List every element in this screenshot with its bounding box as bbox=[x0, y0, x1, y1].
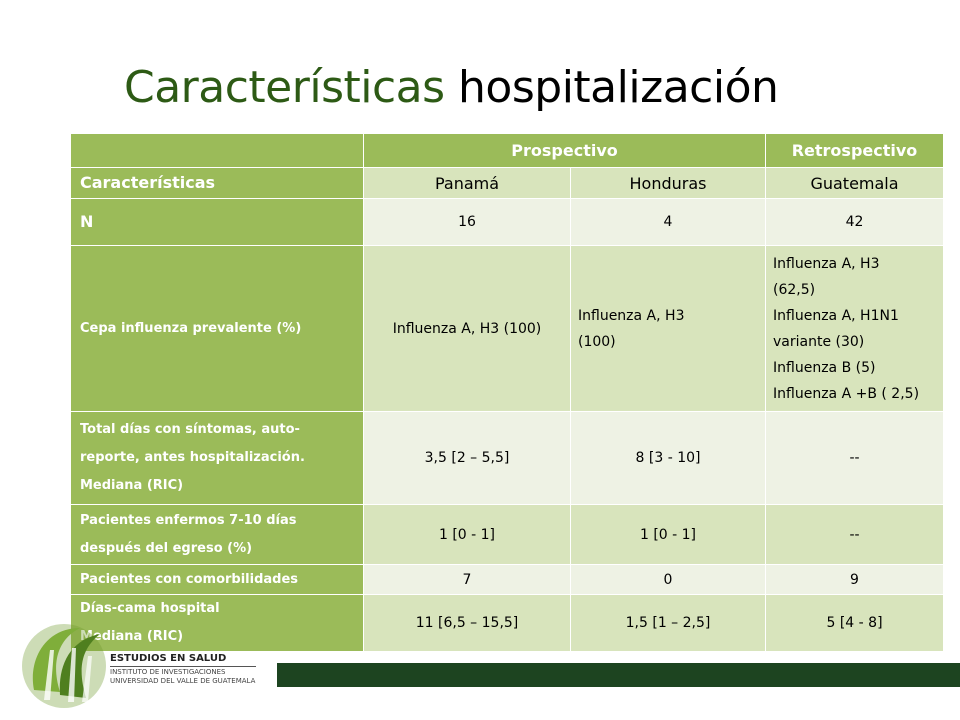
slide-title: Características hospitalización bbox=[124, 60, 779, 116]
cell-line: Influenza A +B ( 2,5) bbox=[773, 385, 920, 402]
cell-guatemala: -- bbox=[765, 504, 945, 565]
logo-subtitle: INSTITUTO DE INVESTIGACIONES UNIVERSIDAD… bbox=[110, 668, 255, 686]
cell-honduras: 1,5 [1 – 2,5] bbox=[569, 594, 767, 652]
group-header-row: Prospectivo Retrospectivo bbox=[70, 133, 945, 168]
institute-logo-icon bbox=[22, 624, 106, 708]
title-word-1: Características bbox=[124, 62, 445, 113]
row-label: Pacientes con comorbilidades bbox=[70, 564, 364, 595]
cell-panama: 7 bbox=[363, 564, 571, 595]
table-row: Cepa influenza prevalente (%) Influenza … bbox=[70, 245, 945, 412]
table-row: Total días con síntomas, auto- reporte, … bbox=[70, 411, 945, 505]
cell-guatemala: -- bbox=[765, 411, 945, 505]
label-line: Días-cama hospital bbox=[80, 601, 220, 616]
cell-honduras: 0 bbox=[569, 564, 767, 595]
header-retrospectivo: Retrospectivo bbox=[765, 133, 945, 168]
cell-line: (62,5) bbox=[773, 281, 816, 298]
footer-bar bbox=[277, 663, 960, 687]
label-line: después del egreso (%) bbox=[80, 540, 253, 556]
cell-line: (100) bbox=[578, 333, 616, 350]
hospitalization-table: Prospectivo Retrospectivo Característica… bbox=[70, 133, 945, 652]
cell-panama: 1 [0 - 1] bbox=[363, 504, 571, 565]
header-caracteristicas: Características bbox=[70, 167, 364, 199]
row-label: Total días con síntomas, auto- reporte, … bbox=[70, 411, 364, 505]
header-honduras: Honduras bbox=[569, 167, 767, 199]
table-row: Días-cama hospital Mediana (RIC) 11 [6,5… bbox=[70, 594, 945, 652]
cell-guatemala: 42 bbox=[765, 198, 945, 246]
label-line: Pacientes enfermos 7-10 días bbox=[80, 512, 297, 528]
cell-line: variante (30) bbox=[773, 333, 865, 350]
cell-honduras: Influenza A, H3 (100) bbox=[569, 245, 767, 412]
title-word-2: hospitalización bbox=[458, 62, 779, 113]
cell-line: Influenza A, H3 bbox=[773, 255, 880, 272]
cell-line: Influenza A, H3 bbox=[578, 307, 685, 324]
header-guatemala: Guatemala bbox=[765, 167, 945, 199]
cell-line: Influenza A, H1N1 bbox=[773, 307, 899, 324]
cell-panama: 3,5 [2 – 5,5] bbox=[363, 411, 571, 505]
cell-guatemala: 9 bbox=[765, 564, 945, 595]
logo-divider bbox=[110, 666, 256, 667]
row-label: Cepa influenza prevalente (%) bbox=[70, 245, 364, 412]
cell-honduras: 8 [3 - 10] bbox=[569, 411, 767, 505]
cell-guatemala: Influenza A, H3 (62,5) Influenza A, H1N1… bbox=[765, 245, 945, 412]
label-line: Mediana (RIC) bbox=[80, 629, 184, 644]
header-empty-cell bbox=[70, 133, 364, 168]
logo-name: ESTUDIOS EN SALUD bbox=[110, 653, 227, 664]
table-row: Pacientes enfermos 7-10 días después del… bbox=[70, 504, 945, 565]
cell-panama: Influenza A, H3 (100) bbox=[363, 245, 571, 412]
cell-guatemala: 5 [4 - 8] bbox=[765, 594, 945, 652]
logo-line-2: UNIVERSIDAD DEL VALLE DE GUATEMALA bbox=[110, 677, 256, 685]
row-label: Pacientes enfermos 7-10 días después del… bbox=[70, 504, 364, 565]
cell-panama: 11 [6,5 – 15,5] bbox=[363, 594, 571, 652]
table-row: Pacientes con comorbilidades 7 0 9 bbox=[70, 564, 945, 595]
header-prospectivo: Prospectivo bbox=[362, 133, 767, 168]
cell-panama: 16 bbox=[363, 198, 571, 246]
cell-honduras: 4 bbox=[569, 198, 767, 246]
row-label: Días-cama hospital Mediana (RIC) bbox=[70, 594, 364, 652]
label-line: Mediana (RIC) bbox=[80, 478, 184, 493]
country-header-row: Características Panamá Honduras Guatemal… bbox=[70, 167, 945, 199]
logo-line-1: INSTITUTO DE INVESTIGACIONES bbox=[110, 668, 226, 676]
table-row: N 16 4 42 bbox=[70, 198, 945, 246]
cell-honduras: 1 [0 - 1] bbox=[569, 504, 767, 565]
cell-line: Influenza B (5) bbox=[773, 359, 876, 376]
header-panama: Panamá bbox=[363, 167, 571, 199]
label-line: Total días con síntomas, auto- bbox=[80, 422, 300, 437]
row-label: N bbox=[70, 198, 364, 246]
label-line: reporte, antes hospitalización. bbox=[80, 450, 305, 465]
